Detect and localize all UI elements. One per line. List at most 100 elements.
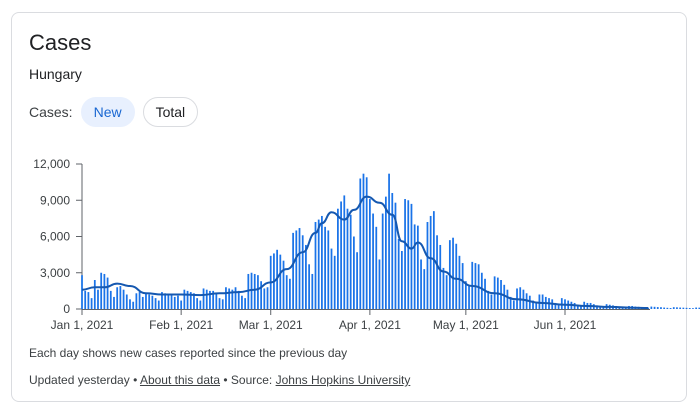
daily-cases-bar xyxy=(141,296,144,309)
daily-cases-bar xyxy=(173,296,176,309)
daily-cases-bar xyxy=(212,290,215,310)
daily-cases-bar xyxy=(257,275,259,309)
daily-cases-bar xyxy=(324,226,326,309)
daily-cases-bar xyxy=(279,254,282,310)
daily-cases-bar xyxy=(209,290,211,310)
daily-cases-bar xyxy=(353,236,355,309)
daily-cases-bar xyxy=(468,286,470,309)
daily-cases-bar xyxy=(538,294,541,309)
daily-cases-bar xyxy=(669,308,672,309)
x-tick-label: Mar 1, 2021 xyxy=(239,318,303,332)
daily-cases-bar xyxy=(369,199,371,309)
daily-cases-bar xyxy=(218,298,221,310)
daily-cases-bar xyxy=(394,202,397,309)
daily-cases-bar xyxy=(90,298,93,310)
total-cases-chip[interactable]: Total xyxy=(142,97,199,127)
daily-cases-bar xyxy=(365,177,368,309)
daily-cases-bar xyxy=(436,235,438,309)
daily-cases-bar xyxy=(688,308,691,309)
daily-cases-bar xyxy=(138,292,141,309)
daily-cases-bar xyxy=(490,294,493,309)
x-tick-label: Feb 1, 2021 xyxy=(149,318,213,332)
daily-cases-bar xyxy=(384,196,387,310)
daily-cases-bar xyxy=(557,304,560,309)
daily-cases-bar xyxy=(455,243,458,309)
daily-cases-bar xyxy=(295,230,298,309)
daily-cases-bar xyxy=(311,273,314,309)
daily-cases-bar xyxy=(400,251,403,309)
daily-cases-bar xyxy=(333,255,336,309)
daily-cases-bar xyxy=(205,289,208,309)
daily-cases-bar xyxy=(221,299,224,309)
daily-cases-bar xyxy=(698,307,700,309)
daily-cases-bar xyxy=(170,294,173,309)
x-tick-label: Jun 1, 2021 xyxy=(534,318,597,332)
daily-cases-bar xyxy=(87,292,90,309)
daily-cases-bar xyxy=(372,213,374,309)
daily-cases-bar xyxy=(148,294,151,309)
daily-cases-bar xyxy=(663,307,666,309)
daily-cases-bar xyxy=(519,287,522,309)
daily-cases-bar xyxy=(506,289,509,309)
daily-cases-bar xyxy=(125,294,128,309)
cases-toggle: Cases: New Total xyxy=(29,96,206,128)
daily-cases-bar xyxy=(122,289,125,309)
daily-cases-bar xyxy=(426,222,429,309)
daily-cases-bar xyxy=(228,288,231,309)
daily-cases-bar xyxy=(129,299,131,309)
daily-cases-bar xyxy=(202,288,205,309)
daily-cases-bar xyxy=(653,306,656,309)
daily-cases-bar xyxy=(100,272,103,309)
daily-cases-bar xyxy=(285,275,288,309)
daily-cases-bar xyxy=(157,300,160,309)
daily-cases-bar xyxy=(81,275,83,309)
daily-cases-bar xyxy=(560,298,563,310)
daily-cases-bar xyxy=(656,307,659,309)
source-link[interactable]: Johns Hopkins University xyxy=(275,373,411,387)
daily-cases-bar xyxy=(132,301,135,309)
daily-cases-bar xyxy=(301,235,304,309)
y-tick-label: 6,000 xyxy=(40,230,70,244)
daily-cases-bar xyxy=(186,290,189,310)
daily-cases-bar xyxy=(580,305,582,310)
daily-cases-bar xyxy=(260,281,263,309)
daily-cases-bar xyxy=(161,292,163,309)
daily-cases-bar xyxy=(458,255,461,309)
daily-cases-bar xyxy=(410,203,413,310)
daily-cases-bar xyxy=(602,306,605,309)
daily-cases-bar xyxy=(487,290,490,310)
daily-cases-bar xyxy=(151,295,154,309)
daily-cases-bar xyxy=(375,226,378,309)
daily-cases-bar xyxy=(480,272,483,309)
daily-cases-bar xyxy=(167,294,170,309)
daily-cases-bar xyxy=(314,222,317,309)
daily-cases-bar xyxy=(503,284,506,309)
daily-cases-bar xyxy=(650,306,653,309)
daily-cases-bar xyxy=(509,296,512,309)
daily-cases-bar xyxy=(679,307,682,309)
daily-cases-bar xyxy=(116,287,119,309)
daily-cases-bar xyxy=(308,264,310,309)
daily-cases-bar xyxy=(234,287,237,309)
daily-cases-bar xyxy=(532,300,534,309)
new-cases-chip[interactable]: New xyxy=(80,97,135,127)
daily-cases-bar xyxy=(676,307,678,309)
daily-cases-bar xyxy=(576,305,579,310)
daily-cases-bar xyxy=(388,173,390,309)
y-tick-label: 9,000 xyxy=(40,193,70,207)
daily-cases-bar xyxy=(692,308,694,309)
moving-average-line xyxy=(81,195,649,309)
about-data-link[interactable]: About this data xyxy=(139,373,221,387)
y-tick-label: 12,000 xyxy=(33,157,70,171)
chart-note: Each day shows new cases reported since … xyxy=(29,346,348,360)
daily-cases-bar xyxy=(461,263,464,309)
daily-cases-bar xyxy=(193,293,195,309)
x-tick-label: Apr 1, 2021 xyxy=(339,318,401,332)
daily-cases-bar xyxy=(423,269,426,310)
daily-cases-bar xyxy=(266,287,269,309)
daily-cases-bar xyxy=(413,224,416,309)
daily-cases-bar xyxy=(535,302,538,309)
daily-cases-bar xyxy=(119,286,122,309)
daily-cases-bar xyxy=(599,306,602,309)
